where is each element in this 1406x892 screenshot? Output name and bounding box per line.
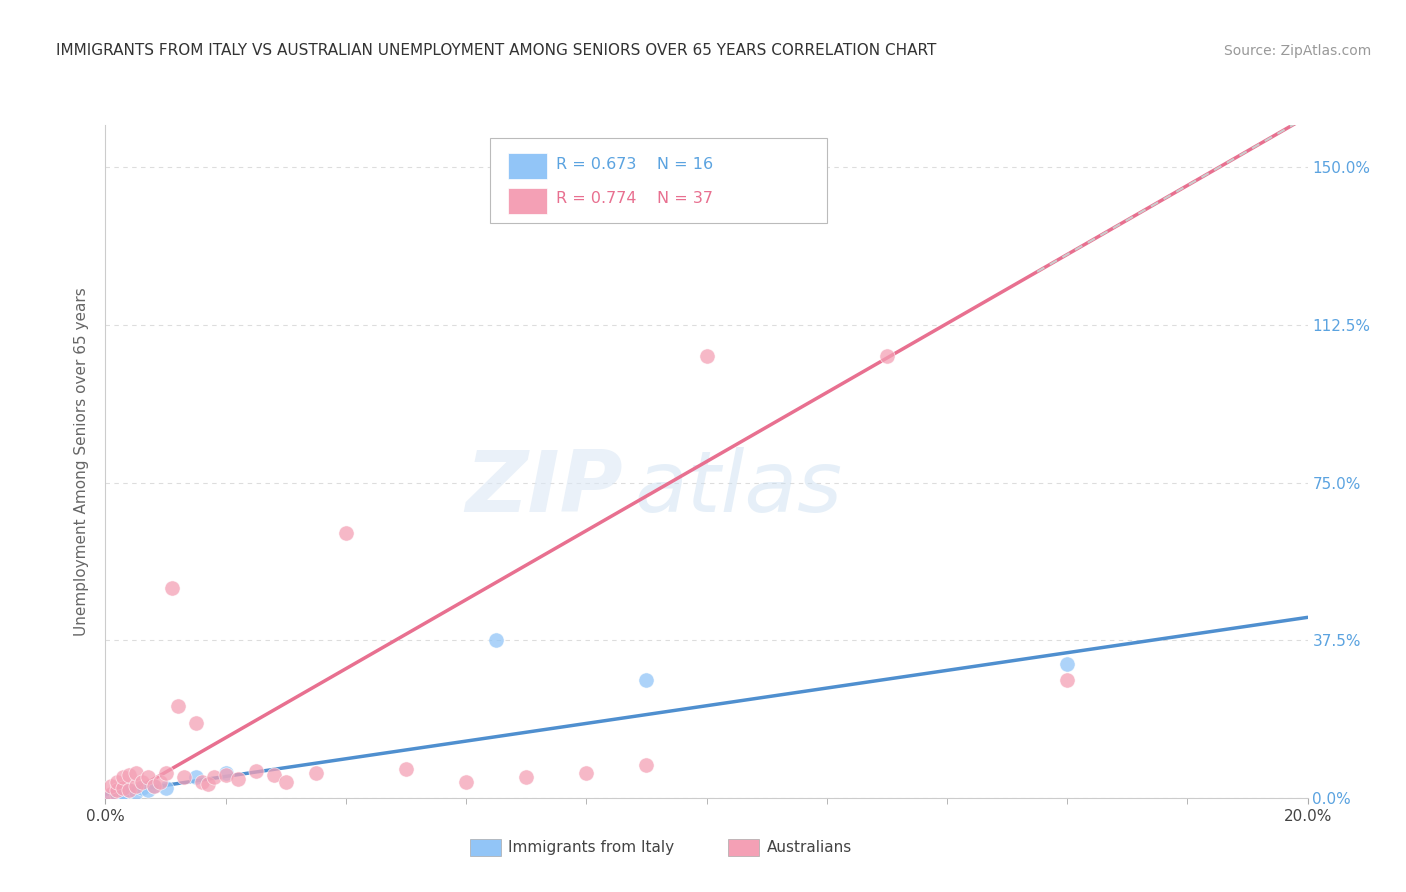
Point xyxy=(148,774,170,789)
Point xyxy=(575,766,598,780)
Point xyxy=(166,698,188,713)
Point xyxy=(485,633,508,648)
Point xyxy=(118,768,141,782)
Point xyxy=(395,762,418,776)
Point xyxy=(184,770,207,784)
Text: ZIP: ZIP xyxy=(465,447,623,530)
Point xyxy=(136,770,159,784)
Point xyxy=(107,783,129,797)
Point xyxy=(112,770,135,784)
Text: Immigrants from Italy: Immigrants from Italy xyxy=(508,840,675,855)
Point xyxy=(100,789,122,804)
FancyBboxPatch shape xyxy=(508,187,547,214)
Point xyxy=(142,779,165,793)
Point xyxy=(112,785,135,799)
Point xyxy=(136,783,159,797)
Point xyxy=(124,785,146,799)
Text: R = 0.774    N = 37: R = 0.774 N = 37 xyxy=(557,192,713,206)
Point xyxy=(107,789,129,803)
Point xyxy=(124,779,146,793)
Point xyxy=(118,783,141,797)
FancyBboxPatch shape xyxy=(470,838,501,856)
Text: R = 0.673    N = 16: R = 0.673 N = 16 xyxy=(557,157,713,172)
Point xyxy=(107,787,129,801)
Point xyxy=(214,768,236,782)
Point xyxy=(636,673,658,688)
Point xyxy=(155,766,177,780)
Point xyxy=(876,350,898,364)
Point xyxy=(155,780,177,795)
Point xyxy=(142,779,165,793)
Point xyxy=(100,787,122,801)
Point xyxy=(100,779,122,793)
Point xyxy=(124,766,146,780)
Point xyxy=(112,780,135,795)
Point xyxy=(1056,673,1078,688)
FancyBboxPatch shape xyxy=(508,153,547,179)
FancyBboxPatch shape xyxy=(728,838,759,856)
Text: atlas: atlas xyxy=(634,447,842,530)
Point xyxy=(245,764,267,778)
Point xyxy=(197,776,219,790)
Text: IMMIGRANTS FROM ITALY VS AUSTRALIAN UNEMPLOYMENT AMONG SENIORS OVER 65 YEARS COR: IMMIGRANTS FROM ITALY VS AUSTRALIAN UNEM… xyxy=(56,43,936,58)
Point xyxy=(263,768,285,782)
Point xyxy=(131,774,153,789)
Point xyxy=(636,757,658,772)
Point xyxy=(214,766,236,780)
Text: Australians: Australians xyxy=(766,840,852,855)
Point xyxy=(274,774,297,789)
Point xyxy=(190,774,212,789)
Text: Source: ZipAtlas.com: Source: ZipAtlas.com xyxy=(1223,44,1371,58)
Point xyxy=(454,774,477,789)
Point xyxy=(112,789,135,804)
Point xyxy=(118,783,141,797)
Point xyxy=(335,526,357,541)
Y-axis label: Unemployment Among Seniors over 65 years: Unemployment Among Seniors over 65 years xyxy=(75,287,90,636)
Point xyxy=(515,770,537,784)
Point xyxy=(226,772,249,787)
Point xyxy=(696,350,718,364)
Point xyxy=(184,715,207,730)
Point xyxy=(131,780,153,795)
Point xyxy=(160,581,183,595)
Point xyxy=(305,766,328,780)
Point xyxy=(107,774,129,789)
Point xyxy=(173,770,195,784)
FancyBboxPatch shape xyxy=(491,138,827,222)
Point xyxy=(1056,657,1078,671)
Point xyxy=(202,770,225,784)
